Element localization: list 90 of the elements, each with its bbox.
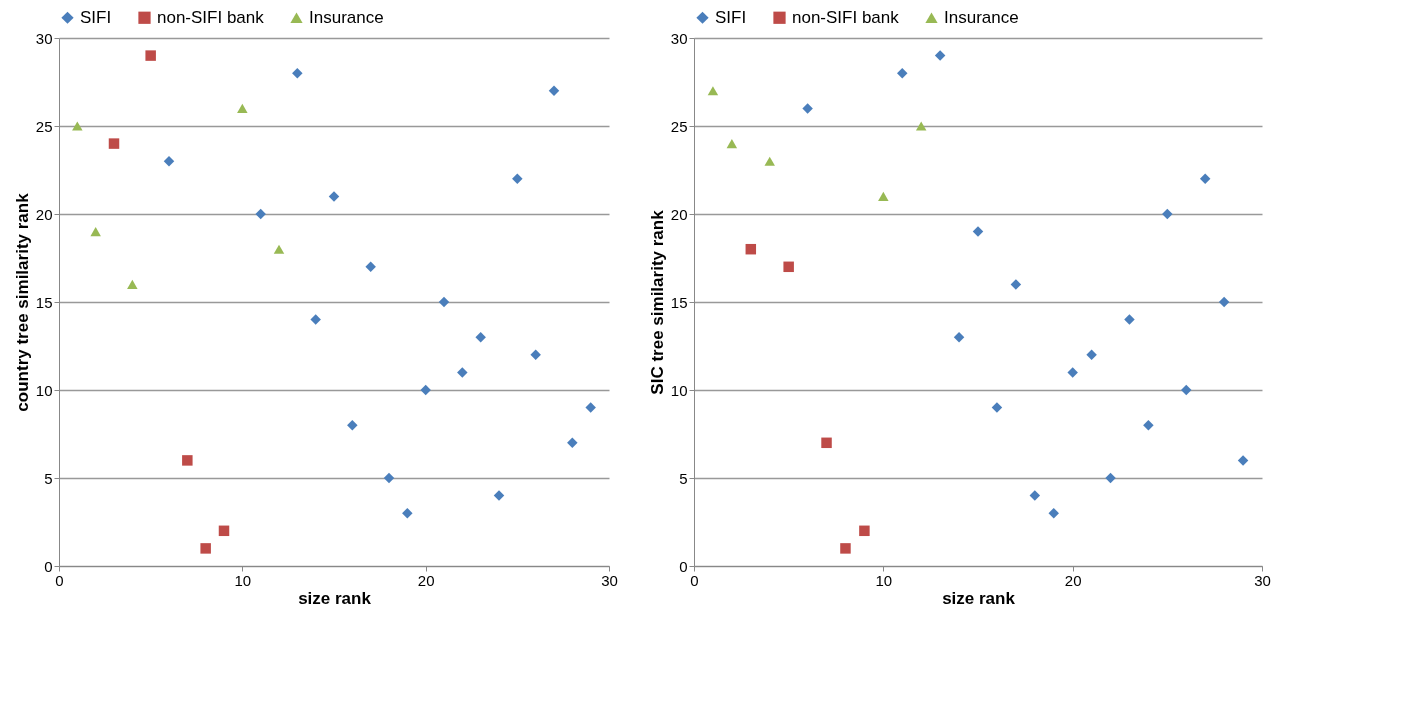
y-tick-label: 0 bbox=[44, 557, 53, 575]
point bbox=[200, 543, 211, 554]
point bbox=[328, 191, 340, 202]
point bbox=[915, 121, 927, 131]
point bbox=[726, 139, 738, 149]
point bbox=[1162, 208, 1173, 220]
point bbox=[292, 67, 303, 79]
point bbox=[1086, 349, 1097, 361]
point bbox=[1010, 279, 1022, 290]
x-axis-title: size rank bbox=[942, 588, 1016, 608]
point bbox=[457, 367, 468, 378]
x-tick-label: 30 bbox=[601, 571, 618, 589]
y-tick-label: 25 bbox=[670, 117, 688, 135]
point bbox=[182, 455, 193, 466]
point bbox=[821, 437, 832, 449]
point bbox=[493, 490, 505, 501]
point bbox=[273, 244, 285, 254]
point bbox=[745, 243, 757, 255]
y-tick-label: 10 bbox=[35, 381, 53, 399]
x-tick-label: 10 bbox=[875, 571, 893, 589]
x-tick-label: 10 bbox=[234, 571, 252, 589]
y-tick-label: 5 bbox=[44, 469, 53, 487]
point bbox=[530, 349, 541, 361]
point bbox=[475, 331, 486, 343]
y-tick-label: 20 bbox=[670, 205, 688, 223]
point bbox=[972, 226, 984, 237]
point bbox=[1105, 472, 1116, 484]
point bbox=[840, 543, 851, 554]
point bbox=[108, 138, 120, 149]
point bbox=[567, 437, 578, 449]
legend-label: Insurance bbox=[944, 7, 1019, 27]
point bbox=[127, 279, 138, 289]
legend-label: SIFI bbox=[80, 7, 112, 27]
point bbox=[365, 261, 376, 273]
y-tick-label: 15 bbox=[35, 293, 53, 311]
legend-label: non-SIFI bank bbox=[792, 7, 900, 27]
point bbox=[1029, 490, 1041, 501]
y-tick-label: 0 bbox=[679, 557, 688, 575]
point bbox=[953, 331, 965, 343]
point bbox=[145, 50, 156, 61]
point bbox=[585, 402, 596, 413]
point bbox=[90, 227, 101, 237]
point bbox=[991, 402, 1003, 413]
y-tick-label: 5 bbox=[679, 469, 688, 487]
x-tick-label: 0 bbox=[55, 571, 64, 589]
point bbox=[512, 173, 523, 185]
y-tick-label: 10 bbox=[670, 381, 688, 399]
point bbox=[420, 384, 431, 396]
y-tick-label: 30 bbox=[670, 29, 688, 47]
y-axis-title: SIC tree similarity rank bbox=[647, 209, 667, 395]
point bbox=[218, 525, 230, 537]
y-tick-label: 25 bbox=[35, 117, 53, 135]
legend-label: non-SIFI bank bbox=[157, 7, 265, 27]
point bbox=[802, 103, 813, 114]
point bbox=[438, 296, 450, 308]
point bbox=[1218, 296, 1230, 308]
point bbox=[237, 103, 248, 113]
y-axis-title: country tree similarity rank bbox=[12, 192, 32, 412]
point bbox=[347, 419, 358, 431]
y-tick-label: 20 bbox=[35, 205, 53, 223]
x-tick-label: 30 bbox=[1254, 571, 1271, 589]
point bbox=[707, 86, 719, 96]
x-tick-label: 0 bbox=[690, 571, 699, 589]
point bbox=[383, 472, 395, 484]
point bbox=[878, 191, 889, 201]
point bbox=[897, 67, 908, 79]
point bbox=[310, 314, 321, 325]
point bbox=[934, 50, 946, 61]
point bbox=[1124, 314, 1135, 325]
point bbox=[1199, 173, 1211, 185]
point bbox=[1067, 367, 1078, 378]
legend-label: SIFI bbox=[715, 7, 747, 27]
legend-label: Insurance bbox=[309, 7, 384, 27]
point bbox=[1143, 419, 1154, 431]
x-axis-title: size rank bbox=[298, 588, 372, 608]
y-tick-label: 15 bbox=[670, 293, 688, 311]
point bbox=[402, 507, 413, 519]
x-tick-label: 20 bbox=[1064, 571, 1082, 589]
point bbox=[859, 525, 870, 537]
point bbox=[548, 85, 560, 97]
point bbox=[1237, 455, 1249, 466]
point bbox=[163, 155, 175, 167]
x-tick-label: 20 bbox=[417, 571, 435, 589]
point bbox=[783, 261, 794, 273]
point bbox=[255, 208, 266, 220]
y-tick-label: 30 bbox=[35, 29, 53, 47]
point bbox=[764, 156, 775, 166]
point bbox=[72, 121, 83, 131]
point bbox=[1181, 384, 1192, 396]
point bbox=[1048, 507, 1059, 519]
